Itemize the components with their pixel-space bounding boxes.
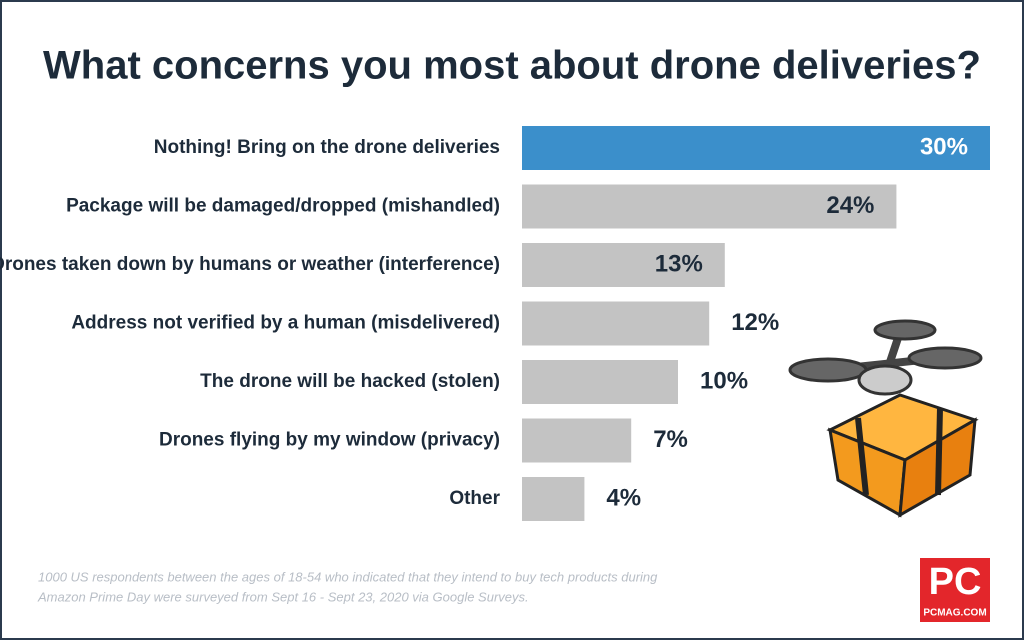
chart-title: What concerns you most about drone deliv… [43, 44, 981, 88]
category-label: Nothing! Bring on the drone deliveries [154, 137, 500, 158]
logo: PC PCMAG.COM [920, 558, 990, 622]
drone-illustration [788, 319, 983, 518]
value-label: 13% [655, 250, 703, 277]
category-label: Other [449, 488, 500, 509]
value-label: 10% [700, 367, 748, 394]
bar [522, 184, 897, 229]
value-label: 4% [606, 484, 641, 511]
value-label: 7% [653, 426, 688, 453]
category-label: Package will be damaged/dropped (mishand… [66, 196, 500, 217]
bar [522, 301, 710, 346]
bar [522, 243, 725, 287]
footnote: 1000 US respondents between the ages of … [38, 569, 658, 584]
category-label: Address not verified by a human (misdeli… [71, 313, 500, 334]
value-label: 12% [731, 309, 779, 336]
bar [522, 477, 585, 521]
logo-subtext: PCMAG.COM [923, 608, 986, 619]
category-label: The drone will be hacked (stolen) [200, 371, 500, 392]
category-label: Drones flying by my window (privacy) [159, 430, 500, 451]
bar [522, 360, 678, 404]
category-label: Drones taken down by humans or weather (… [0, 254, 500, 275]
logo-text: PC [929, 561, 982, 603]
value-label: 30% [920, 133, 968, 160]
bar [522, 418, 632, 463]
footnote: Amazon Prime Day were surveyed from Sept… [37, 589, 529, 604]
bar [522, 126, 990, 170]
value-label: 24% [826, 192, 874, 219]
logo-box [920, 558, 990, 622]
